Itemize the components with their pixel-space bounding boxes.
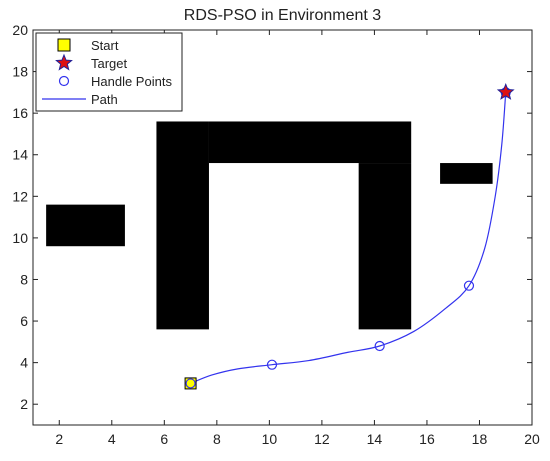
target-marker	[496, 83, 515, 100]
x-tick-label: 20	[524, 431, 540, 447]
x-tick-label: 6	[160, 431, 168, 447]
y-tick-label: 2	[20, 396, 28, 412]
x-tick-label: 8	[213, 431, 221, 447]
points-layer	[184, 83, 515, 390]
handle-point	[185, 378, 196, 389]
legend-label: Handle Points	[91, 74, 172, 89]
legend: Start Target Handle Points Path	[35, 32, 183, 112]
y-tick-label: 6	[20, 313, 28, 329]
legend-label: Path	[91, 92, 118, 107]
obstacle	[156, 121, 209, 330]
handle-point	[374, 340, 385, 352]
plot-frame	[32, 29, 533, 426]
x-tick-label: 12	[314, 431, 330, 447]
y-tick-label: 20	[12, 22, 28, 38]
axes-layer: 2 4 6 8 10 12 14 16 18 20 2 4 6 8 10 12 14 16 18 20	[12, 22, 540, 447]
x-tick-label: 10	[262, 431, 278, 447]
obstacle	[358, 163, 412, 330]
obstacle	[46, 204, 125, 247]
y-tick-label: 16	[12, 105, 28, 121]
obstacles-layer	[46, 121, 493, 330]
legend-target-icon	[55, 53, 73, 71]
handle-point	[463, 280, 475, 291]
obstacle	[208, 121, 412, 164]
legend-label: Target	[91, 56, 128, 71]
y-tick-label: 14	[12, 147, 28, 163]
legend-handle-icon	[58, 75, 70, 87]
chart-title: RDS-PSO in Environment 3	[184, 7, 382, 24]
y-tick-label: 8	[20, 271, 28, 287]
y-tick-label: 10	[12, 230, 28, 246]
x-tick-label: 4	[108, 431, 116, 447]
x-tick-label: 2	[55, 431, 63, 447]
x-tick-label: 18	[472, 431, 488, 447]
legend-start-icon	[57, 38, 71, 52]
path-layer	[190, 92, 507, 384]
y-tick-label: 4	[20, 355, 28, 371]
legend-label: Start	[91, 38, 119, 53]
x-tick-label: 16	[419, 431, 435, 447]
start-marker	[184, 377, 197, 390]
x-tick-label: 14	[367, 431, 383, 447]
y-tick-label: 12	[12, 188, 28, 204]
obstacle	[440, 163, 493, 184]
path-line	[190, 92, 507, 384]
y-tick-label: 18	[12, 64, 28, 80]
handle-point	[266, 359, 278, 370]
